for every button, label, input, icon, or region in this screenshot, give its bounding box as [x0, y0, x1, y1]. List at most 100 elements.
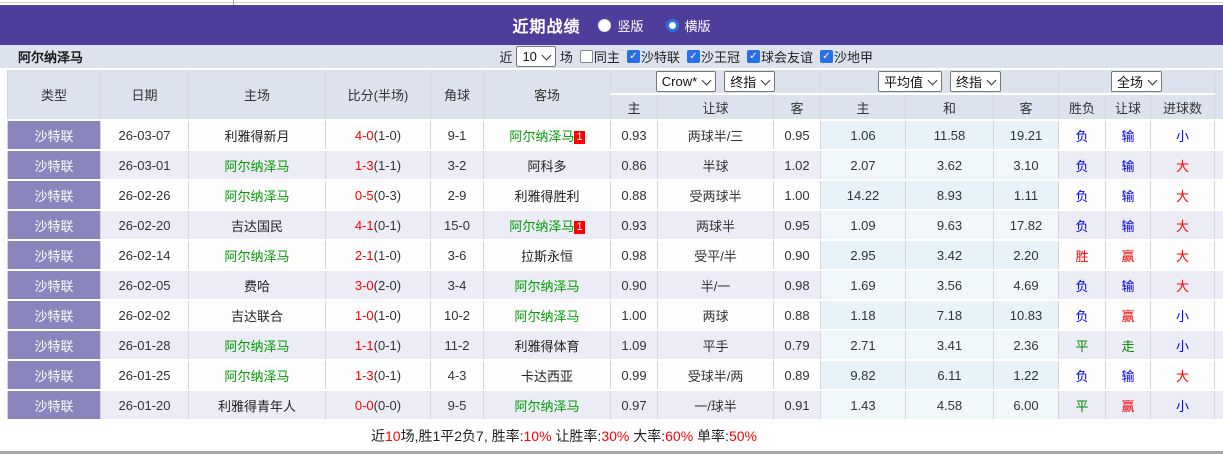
sub-header-goals: 进球数: [1151, 94, 1215, 120]
half-time-score: (0-1): [374, 218, 401, 233]
avg-away-cell: 19.21: [994, 120, 1059, 150]
away-team-link[interactable]: 阿尔纳泽马: [509, 129, 574, 144]
handicap-result-cell: 走: [1106, 330, 1151, 360]
col-header-type: 类型: [8, 70, 101, 120]
home-team-cell: 阿尔纳泽马: [189, 180, 326, 210]
table-row: 沙特联 26-02-26 阿尔纳泽马 0-5(0-3) 2-9 利雅得胜利 0.…: [8, 180, 1223, 210]
away-team-link[interactable]: 阿尔纳泽马: [509, 219, 574, 234]
avg-stage-select-value: 终指: [956, 72, 982, 91]
league-filter-checkbox[interactable]: ✓ 球会友谊: [747, 47, 813, 66]
half-time-score: (1-1): [374, 158, 401, 173]
half-time-score: (2-0): [374, 278, 401, 293]
bookmaker-select[interactable]: Crow*: [656, 71, 716, 92]
league-cell: 沙特联: [8, 390, 101, 420]
league-cell: 沙特联: [8, 330, 101, 360]
handicap-result-cell: 输: [1106, 270, 1151, 300]
home-team-link[interactable]: 阿尔纳泽马: [224, 249, 289, 264]
home-team-link[interactable]: 阿尔纳泽马: [224, 159, 289, 174]
scope-select-value: 全场: [1117, 72, 1143, 91]
away-team-link[interactable]: 卡达西亚: [521, 369, 573, 384]
home-team-link[interactable]: 吉达国民: [231, 219, 283, 234]
score-cell: 4-1(0-1): [326, 210, 431, 240]
col-header-corners: 角球: [431, 70, 484, 120]
odds-home-cell: 1.00: [611, 300, 658, 330]
average-select[interactable]: 平均值: [878, 71, 942, 92]
chevron-down-icon: [761, 75, 771, 85]
matches-label: 场: [560, 47, 573, 66]
sub-header-avg-home: 主: [821, 94, 906, 120]
edge-sliver-cell: [1215, 240, 1223, 270]
summary-segment: 10%: [524, 428, 552, 444]
league-filter-checkbox[interactable]: ✓ 沙王冠: [687, 47, 740, 66]
league-filter-checkbox[interactable]: ✓ 沙特联: [627, 47, 680, 66]
half-time-score: (1-0): [374, 308, 401, 323]
red-card-badge: 1: [574, 221, 584, 234]
top-divider-line: [0, 2, 1223, 3]
chevron-down-icon: [541, 50, 551, 60]
result-cell: 胜: [1059, 240, 1106, 270]
summary-segment: 60%: [665, 428, 693, 444]
avg-home-cell: 1.43: [821, 390, 906, 420]
home-team-link[interactable]: 利雅得新月: [224, 129, 289, 144]
sub-header-handicap-result: 让球: [1106, 94, 1151, 120]
away-team-cell: 卡达西亚: [484, 360, 611, 390]
away-team-link[interactable]: 阿尔纳泽马: [514, 279, 579, 294]
date-cell: 26-02-02: [101, 300, 189, 330]
odds-home-cell: 0.90: [611, 270, 658, 300]
odds-stage-select[interactable]: 终指: [724, 71, 775, 92]
half-time-score: (0-1): [374, 368, 401, 383]
edge-sliver-cell: [1215, 300, 1223, 330]
away-team-cell: 阿科多: [484, 150, 611, 180]
result-cell: 负: [1059, 210, 1106, 240]
home-team-link[interactable]: 阿尔纳泽马: [224, 339, 289, 354]
home-team-link[interactable]: 费哈: [244, 279, 270, 294]
corners-cell: 9-5: [431, 390, 484, 420]
score-cell: 1-3(0-1): [326, 360, 431, 390]
layout-radio-option[interactable]: 竖版: [598, 16, 643, 35]
result-cell: 平: [1059, 390, 1106, 420]
avg-draw-cell: 9.63: [906, 210, 994, 240]
away-team-link[interactable]: 拉斯永恒: [521, 249, 573, 264]
handicap-cell: 受两球半: [658, 180, 774, 210]
home-team-link[interactable]: 吉达联合: [231, 309, 283, 324]
away-team-link[interactable]: 利雅得体育: [514, 339, 579, 354]
avg-away-cell: 2.20: [994, 240, 1059, 270]
chevron-down-icon: [928, 75, 938, 85]
score-cell: 1-3(1-1): [326, 150, 431, 180]
avg-draw-cell: 8.93: [906, 180, 994, 210]
away-team-link[interactable]: 阿尔纳泽马: [514, 399, 579, 414]
away-team-link[interactable]: 利雅得胜利: [514, 189, 579, 204]
home-team-link[interactable]: 利雅得青年人: [218, 399, 296, 414]
goals-cell: 大: [1151, 210, 1215, 240]
layout-radio-option[interactable]: 横版: [666, 16, 711, 35]
date-cell: 26-03-01: [101, 150, 189, 180]
odds-away-cell: 1.02: [774, 150, 821, 180]
half-time-score: (0-1): [374, 338, 401, 353]
avg-stage-select[interactable]: 终指: [950, 71, 1001, 92]
odds-home-cell: 0.97: [611, 390, 658, 420]
edge-sliver-cell: [1215, 120, 1223, 150]
filter-controls: 近 10 场 ✓ 同主 ✓ 沙特联 ✓ 沙王冠 ✓ 球会友谊 ✓ 沙地甲: [499, 46, 1223, 67]
corners-cell: 3-6: [431, 240, 484, 270]
home-team-link[interactable]: 阿尔纳泽马: [224, 369, 289, 384]
league-filter-checkbox[interactable]: ✓ 同主: [580, 47, 620, 66]
away-team-cell: 阿尔纳泽马: [484, 390, 611, 420]
date-cell: 26-02-14: [101, 240, 189, 270]
scope-select[interactable]: 全场: [1111, 71, 1162, 92]
team-name: 阿尔纳泽马: [0, 47, 83, 66]
edge-sliver-cell: [1215, 270, 1223, 300]
league-filter-checkbox[interactable]: ✓ 沙地甲: [820, 47, 873, 66]
checkbox-icon: ✓: [580, 50, 593, 63]
handicap-cell: 受球半/两: [658, 360, 774, 390]
league-cell: 沙特联: [8, 120, 101, 150]
result-cell: 负: [1059, 300, 1106, 330]
handicap-cell: 两球半/三: [658, 120, 774, 150]
away-team-link[interactable]: 阿尔纳泽马: [514, 309, 579, 324]
home-team-link[interactable]: 阿尔纳泽马: [224, 189, 289, 204]
page-title: 近期战绩: [512, 13, 580, 37]
match-count-select[interactable]: 10: [516, 46, 555, 67]
away-team-link[interactable]: 阿科多: [527, 159, 566, 174]
result-cell: 负: [1059, 180, 1106, 210]
